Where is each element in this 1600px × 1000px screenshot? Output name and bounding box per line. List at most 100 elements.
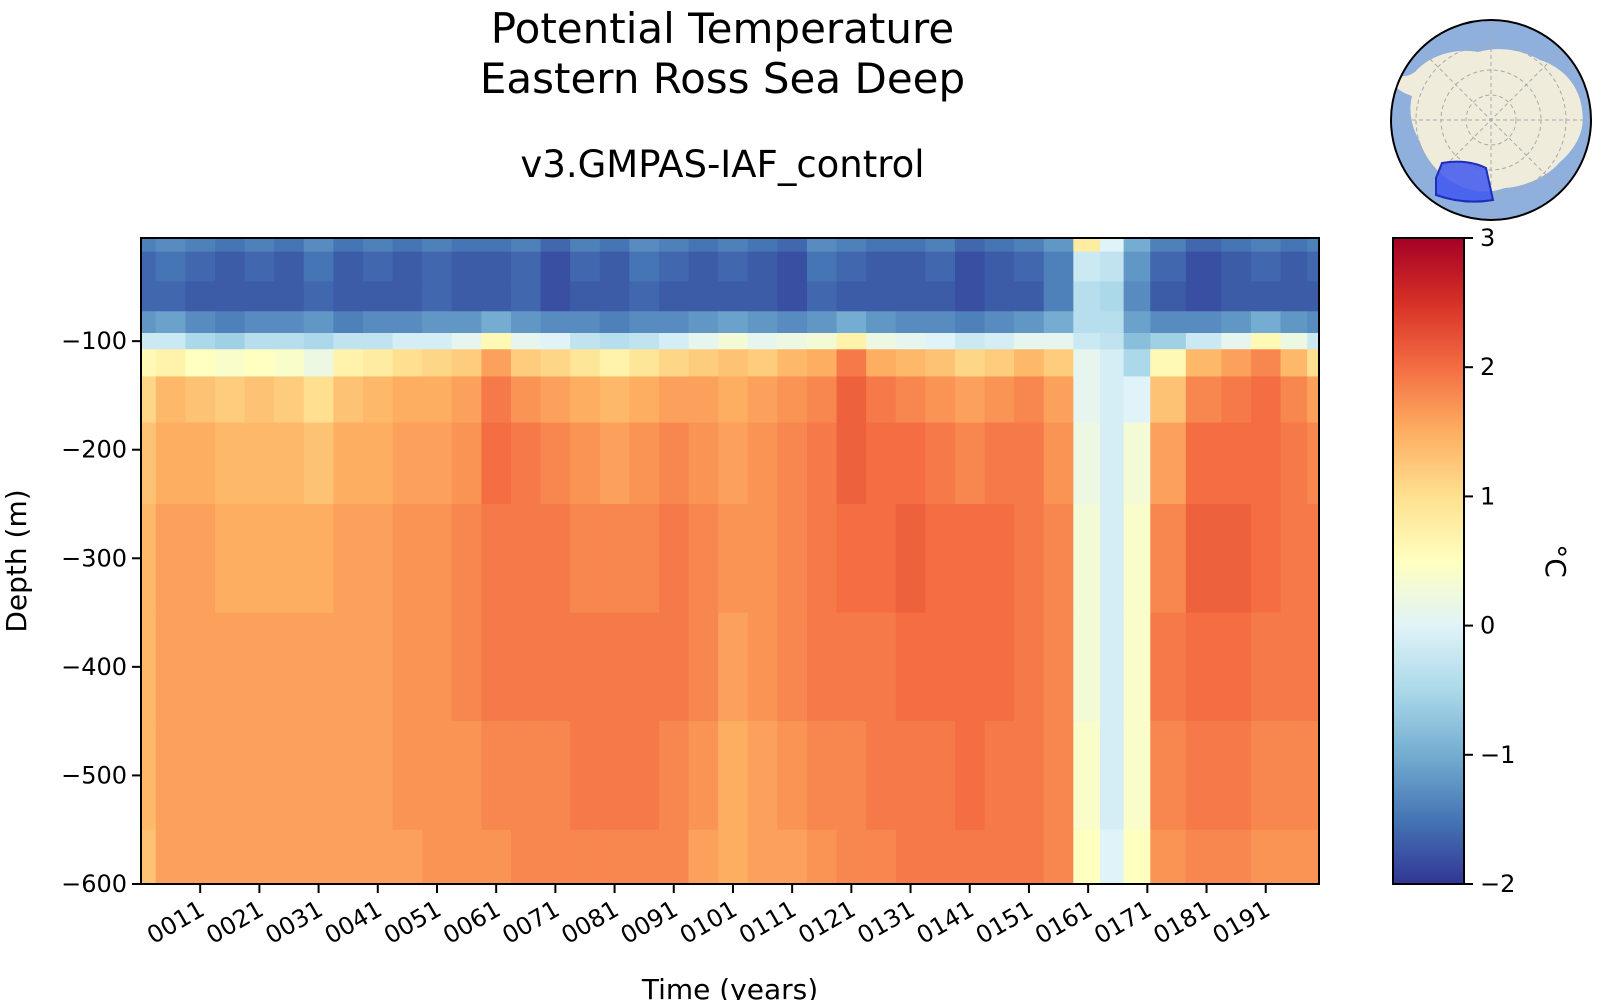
heatmap-cell bbox=[244, 612, 275, 722]
heatmap-cell bbox=[1150, 238, 1187, 253]
heatmap-cell bbox=[481, 311, 512, 334]
heatmap-cell bbox=[1014, 376, 1045, 424]
heatmap-cell bbox=[777, 238, 808, 253]
x-tick-label: 0011 bbox=[142, 895, 209, 950]
heatmap-cell bbox=[422, 829, 453, 884]
heatmap-cell bbox=[362, 281, 394, 313]
heatmap-cell bbox=[806, 504, 838, 614]
heatmap-cell bbox=[954, 251, 986, 283]
heatmap-cell bbox=[658, 238, 690, 253]
heatmap-cell bbox=[866, 311, 897, 334]
heatmap-cell bbox=[1280, 251, 1308, 283]
heatmap-cell bbox=[1221, 251, 1252, 283]
heatmap-cell bbox=[333, 251, 364, 283]
heatmap-cell bbox=[954, 612, 986, 722]
heatmap-cell bbox=[1307, 829, 1319, 884]
heatmap-cell bbox=[1250, 612, 1282, 722]
heatmap-cell bbox=[362, 238, 394, 253]
heatmap-cell bbox=[688, 721, 719, 831]
heatmap-cell bbox=[392, 829, 423, 884]
heatmap-cell bbox=[1280, 333, 1308, 351]
heatmap-cell bbox=[362, 311, 394, 334]
heatmap-cell bbox=[599, 238, 631, 253]
heatmap-cell bbox=[422, 349, 453, 378]
heatmap-cell bbox=[303, 251, 335, 283]
heatmap-cell bbox=[333, 349, 364, 378]
heatmap-cell bbox=[1250, 349, 1282, 378]
heatmap-cell bbox=[1043, 311, 1075, 334]
heatmap-cell bbox=[747, 612, 779, 722]
heatmap-cell bbox=[1250, 311, 1282, 334]
heatmap-cell bbox=[599, 281, 631, 313]
heatmap-cell bbox=[836, 251, 867, 283]
heatmap-cell bbox=[984, 238, 1015, 253]
heatmap-cell bbox=[836, 721, 867, 831]
x-tick-label: 0191 bbox=[1208, 895, 1275, 950]
heatmap-cell bbox=[984, 311, 1015, 334]
heatmap bbox=[141, 238, 1319, 884]
heatmap-cell bbox=[451, 251, 483, 283]
heatmap-cell bbox=[141, 504, 157, 614]
heatmap-cell bbox=[540, 376, 571, 424]
heatmap-cell bbox=[244, 281, 275, 313]
heatmap-cell bbox=[866, 721, 897, 831]
heatmap-cell bbox=[481, 422, 512, 505]
heatmap-cell bbox=[747, 311, 779, 334]
heatmap-cell bbox=[1014, 349, 1045, 378]
heatmap-cell bbox=[747, 349, 779, 378]
heatmap-cell bbox=[155, 251, 187, 283]
heatmap-cell bbox=[1014, 612, 1045, 722]
heatmap-cell bbox=[599, 376, 631, 424]
heatmap-cell bbox=[1073, 349, 1101, 378]
heatmap-cell bbox=[925, 333, 956, 351]
heatmap-cell bbox=[1099, 251, 1125, 283]
heatmap-cell bbox=[422, 281, 453, 313]
heatmap-cell bbox=[777, 311, 808, 334]
heatmap-cell bbox=[1185, 422, 1223, 505]
heatmap-cell bbox=[1185, 721, 1223, 831]
heatmap-cell bbox=[185, 504, 216, 614]
heatmap-cell bbox=[481, 281, 512, 313]
heatmap-cell bbox=[866, 281, 897, 313]
x-tick-label: 0131 bbox=[853, 895, 920, 950]
heatmap-cell bbox=[1307, 238, 1319, 253]
x-tick-label: 0101 bbox=[675, 895, 742, 950]
heatmap-cell bbox=[954, 721, 986, 831]
heatmap-cell bbox=[1221, 281, 1252, 313]
heatmap-cell bbox=[1307, 333, 1319, 351]
heatmap-cell bbox=[658, 281, 690, 313]
heatmap-cell bbox=[451, 612, 483, 722]
heatmap-cell bbox=[806, 281, 838, 313]
heatmap-cell bbox=[1221, 333, 1252, 351]
heatmap-cell bbox=[392, 281, 423, 313]
chart-subtitle: v3.GMPAS-IAF_control bbox=[520, 143, 925, 186]
heatmap-cell bbox=[1123, 311, 1152, 334]
heatmap-cell bbox=[1014, 504, 1045, 614]
heatmap-cell bbox=[747, 333, 779, 351]
heatmap-cell bbox=[836, 376, 867, 424]
heatmap-cell bbox=[1014, 721, 1045, 831]
heatmap-cell bbox=[362, 349, 394, 378]
heatmap-cell bbox=[155, 349, 187, 378]
heatmap-cell bbox=[925, 422, 956, 505]
heatmap-cell bbox=[1150, 333, 1187, 351]
heatmap-cell bbox=[1043, 721, 1075, 831]
heatmap-cell bbox=[185, 333, 216, 351]
heatmap-cell bbox=[1073, 333, 1101, 351]
heatmap-cell bbox=[1123, 349, 1152, 378]
x-tick-label: 0181 bbox=[1149, 895, 1216, 950]
heatmap-cell bbox=[629, 333, 660, 351]
heatmap-cell bbox=[1014, 251, 1045, 283]
heatmap-cell bbox=[1099, 721, 1125, 831]
plot-frame bbox=[140, 237, 1320, 885]
heatmap-cell bbox=[214, 311, 246, 334]
heatmap-cell bbox=[481, 376, 512, 424]
inset-graticule bbox=[1391, 20, 1591, 220]
heatmap-cell bbox=[1123, 238, 1152, 253]
heatmap-cell bbox=[1280, 311, 1308, 334]
heatmap-cell bbox=[1250, 422, 1282, 505]
heatmap-cell bbox=[599, 422, 631, 505]
heatmap-cell bbox=[599, 311, 631, 334]
heatmap-cell bbox=[806, 422, 838, 505]
heatmap-cell bbox=[570, 829, 601, 884]
